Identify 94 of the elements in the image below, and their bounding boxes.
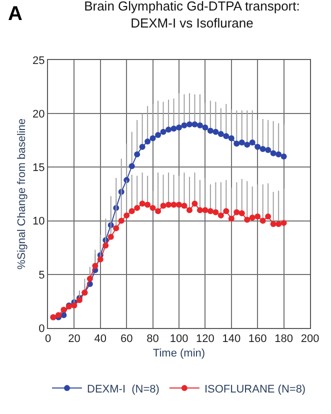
- x-tick-label: 120: [196, 333, 214, 346]
- x-tick-label: 80: [146, 333, 159, 346]
- point: [176, 202, 182, 208]
- y-tick-label: 0: [38, 322, 45, 335]
- point: [186, 121, 192, 128]
- point: [128, 208, 135, 214]
- point: [60, 312, 67, 318]
- x-axis-title: Time (min): [152, 347, 206, 360]
- point: [150, 204, 156, 211]
- point: [202, 207, 208, 214]
- point: [102, 242, 109, 248]
- x-tick-label: 200: [300, 333, 320, 346]
- y-tick-label: 10: [32, 216, 45, 228]
- point: [134, 151, 140, 158]
- point: [196, 207, 203, 214]
- point: [86, 276, 93, 282]
- point: [280, 153, 287, 160]
- point: [218, 212, 224, 218]
- point: [71, 302, 78, 308]
- point: [276, 221, 282, 228]
- point: [276, 151, 282, 158]
- point: [202, 124, 208, 131]
- point: [270, 221, 276, 228]
- point: [144, 202, 151, 208]
- point: [139, 200, 146, 207]
- point: [134, 204, 140, 211]
- y-tick-label: 15: [32, 162, 45, 174]
- point: [76, 297, 82, 304]
- point: [192, 200, 198, 207]
- point: [196, 122, 203, 128]
- point: [249, 140, 256, 146]
- point: [212, 209, 219, 216]
- point: [254, 214, 261, 220]
- point: [170, 126, 177, 132]
- point: [176, 124, 182, 131]
- point: [228, 216, 234, 222]
- x-tick-label: 180: [274, 333, 293, 346]
- point: [238, 210, 245, 216]
- point: [260, 146, 266, 152]
- point: [97, 256, 104, 262]
- x-tick-label: 20: [68, 333, 80, 346]
- point: [280, 220, 287, 226]
- y-tick-label: 20: [32, 108, 45, 120]
- point: [150, 135, 156, 142]
- point: [228, 135, 234, 142]
- point: [181, 122, 188, 128]
- point: [124, 212, 130, 218]
- point: [254, 144, 261, 150]
- point: [207, 128, 214, 134]
- point: [234, 209, 240, 216]
- legend-label: DEXM-I (N=8): [87, 383, 160, 396]
- point: [186, 207, 192, 214]
- point: [128, 163, 135, 170]
- point: [108, 234, 114, 240]
- legend-label: ISOFLURANE (N=8): [204, 383, 306, 396]
- point: [207, 208, 214, 214]
- point: [218, 130, 224, 137]
- point: [160, 202, 166, 209]
- point: [244, 216, 250, 223]
- point: [223, 208, 230, 214]
- y-axis-title: %Signal Change from baseline: [16, 118, 28, 270]
- point: [155, 208, 162, 214]
- point: [212, 128, 219, 135]
- point: [265, 147, 272, 154]
- point: [60, 306, 67, 313]
- point: [144, 138, 151, 144]
- point: [113, 225, 120, 232]
- point: [270, 150, 276, 156]
- point: [192, 121, 198, 128]
- point: [166, 126, 172, 133]
- point: [92, 262, 98, 269]
- point: [160, 128, 166, 135]
- x-tick-label: 140: [222, 333, 241, 346]
- point: [181, 202, 188, 209]
- y-tick-label: 25: [32, 54, 45, 67]
- point: [238, 140, 245, 146]
- text: A: [8, 3, 22, 25]
- chart-title: Brain Glymphatic Gd-DTPA transport: DEXM-I vs Isoflurane: [84, 0, 300, 30]
- point: [234, 140, 240, 147]
- x-tick-label: 60: [120, 333, 133, 346]
- x-tick-label: 100: [170, 333, 188, 346]
- point: [170, 202, 177, 208]
- x-tick-label: 40: [94, 333, 107, 346]
- point: [223, 133, 230, 140]
- point: [260, 218, 266, 224]
- y-tick-label: 5: [38, 269, 45, 282]
- point: [249, 214, 256, 221]
- point: [244, 142, 250, 148]
- point: [166, 202, 172, 208]
- point: [265, 214, 272, 220]
- point: [155, 132, 162, 138]
- point: [139, 144, 146, 150]
- point: [118, 218, 124, 224]
- x-tick-label: 160: [248, 333, 267, 346]
